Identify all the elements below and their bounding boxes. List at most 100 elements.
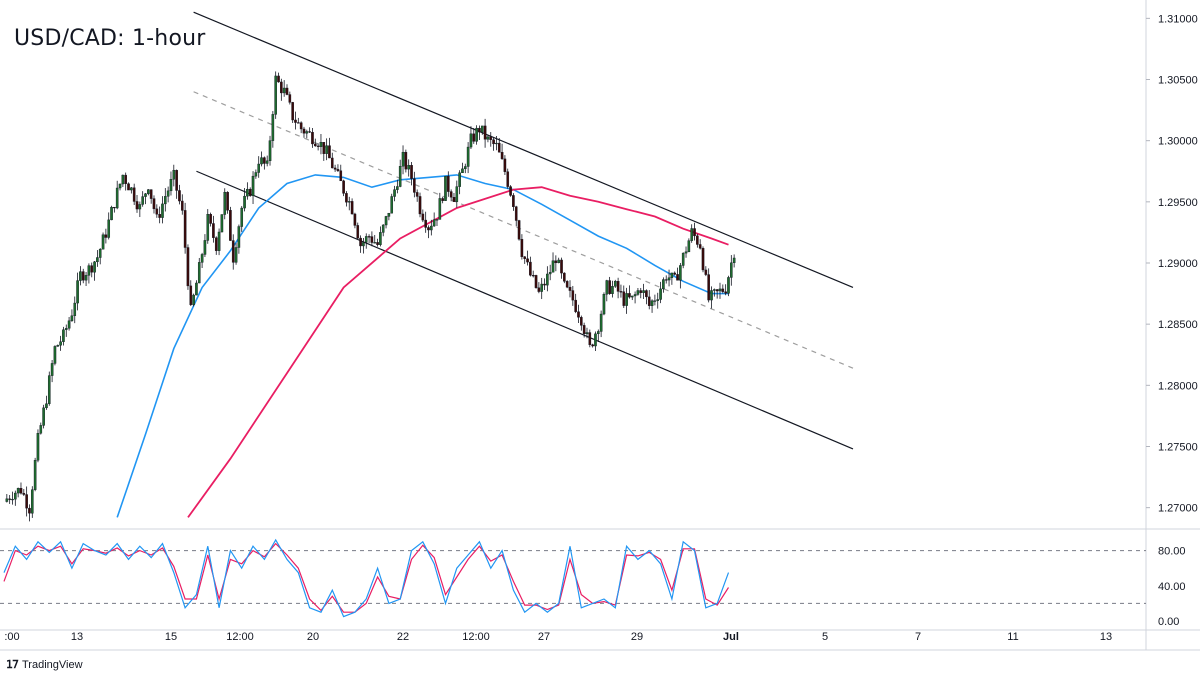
candle-body — [404, 151, 408, 170]
time-tick-label: 12:00 — [226, 631, 254, 643]
candle-body — [226, 191, 229, 211]
candle-body — [489, 136, 493, 140]
candle-body — [580, 317, 583, 326]
candle-body — [319, 142, 323, 147]
candle-body — [314, 143, 317, 147]
candle-body — [611, 286, 614, 294]
candle-body — [229, 210, 232, 241]
time-tick-label: Jul — [723, 631, 739, 643]
stoch-tick-label: 80.00 — [1158, 546, 1186, 558]
candle-body — [288, 94, 292, 103]
candle-body — [492, 139, 495, 145]
stochastic-pane — [0, 538, 1146, 618]
candle-body — [633, 294, 637, 297]
candle-body — [696, 235, 699, 245]
candle-body — [381, 224, 385, 233]
candle-body — [667, 277, 671, 281]
price-tick-label: 1.28000 — [1158, 380, 1198, 392]
candle-body — [28, 507, 31, 514]
candle-body — [16, 488, 20, 494]
candle-body — [418, 196, 422, 215]
candle-body — [664, 279, 668, 281]
candle-body — [217, 231, 221, 251]
candle-body — [149, 189, 153, 199]
candle-body — [636, 290, 640, 295]
candle-body — [526, 258, 529, 263]
candle-body — [379, 232, 382, 245]
stoch-d-line — [3, 542, 730, 613]
time-tick-label: 29 — [631, 631, 643, 643]
time-tick-label: 22 — [397, 631, 409, 643]
candle-body — [152, 198, 156, 210]
tradingview-logo-icon: 𝟣𝟩 — [6, 659, 19, 671]
candle-body — [107, 219, 111, 238]
price-tick-label: 1.29000 — [1158, 258, 1198, 270]
candle-body — [390, 196, 394, 214]
candle-body — [166, 190, 170, 197]
candle-body — [67, 320, 71, 329]
candle-body — [330, 157, 334, 169]
candle-body — [560, 259, 563, 274]
price-tick-label: 1.31000 — [1158, 13, 1198, 25]
candle-body — [597, 331, 600, 335]
candle-body — [50, 363, 54, 376]
candle-body — [353, 213, 357, 226]
candle-body — [164, 196, 167, 205]
ma-pink-line — [187, 186, 729, 518]
tradingview-brand[interactable]: 𝟣𝟩 TradingView — [6, 658, 83, 672]
candle-body — [727, 277, 730, 294]
candle-body — [189, 285, 193, 305]
candle-body — [645, 290, 648, 298]
candle-body — [175, 169, 178, 191]
candle-body — [186, 247, 190, 287]
candle-body — [251, 175, 255, 196]
candle-body — [563, 272, 566, 282]
candle-body — [260, 157, 263, 165]
channel-upper-line — [193, 11, 854, 289]
candle-body — [291, 102, 294, 121]
channel-mid-line — [193, 91, 854, 369]
candle-body — [118, 183, 122, 189]
candle-body — [192, 294, 195, 305]
candle-body — [628, 293, 631, 298]
candle-body — [268, 140, 272, 162]
candle-body — [568, 286, 572, 291]
candle-body — [169, 179, 173, 192]
candle-body — [53, 346, 57, 364]
candle-body — [432, 219, 436, 227]
candle-body — [263, 157, 266, 164]
candle-body — [257, 163, 261, 173]
candle-body — [223, 191, 227, 215]
candle-body — [31, 489, 34, 514]
candle-body — [110, 206, 113, 221]
time-tick-label: 13 — [1100, 631, 1112, 643]
candle-body — [147, 189, 150, 194]
candle-body — [280, 81, 283, 94]
candle-body — [370, 236, 374, 243]
candle-body — [113, 206, 116, 209]
candle-body — [463, 166, 467, 170]
moving-averages — [116, 174, 729, 518]
candle-body — [650, 300, 654, 306]
candle-body — [401, 151, 405, 167]
candle-body — [466, 146, 470, 167]
candle-body — [367, 236, 371, 238]
candle-body — [701, 248, 705, 271]
candle-body — [625, 293, 628, 306]
candle-body — [254, 172, 258, 177]
candle-body — [630, 295, 634, 298]
candle-body — [342, 180, 345, 194]
candle-body — [183, 210, 187, 248]
candle-body — [373, 242, 377, 244]
candle-body — [347, 201, 351, 203]
candle-body — [161, 203, 164, 218]
candle-body — [282, 87, 286, 94]
candle-body — [93, 261, 96, 273]
candle-body — [350, 201, 354, 215]
candle-body — [8, 498, 11, 500]
candle-body — [294, 119, 297, 123]
candle-body — [180, 200, 184, 211]
candle-body — [543, 283, 546, 286]
candle-body — [455, 186, 459, 202]
